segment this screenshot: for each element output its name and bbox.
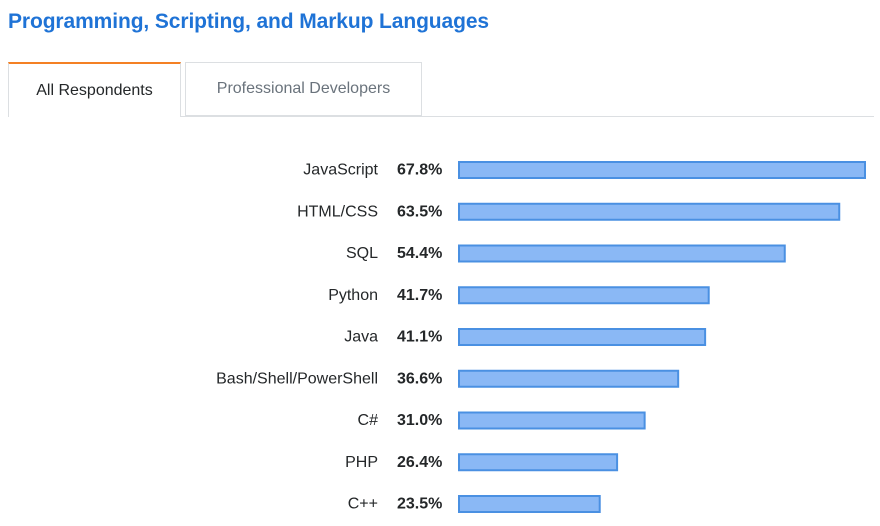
value-label-bash-shell-powershell: 36.6% bbox=[397, 370, 442, 387]
tab-all-respondents[interactable]: All Respondents bbox=[8, 62, 181, 117]
bar-cplusplus[interactable] bbox=[458, 495, 601, 513]
category-label-sql: SQL bbox=[346, 245, 378, 262]
category-label-python: Python bbox=[328, 287, 378, 304]
page-title: Programming, Scripting, and Markup Langu… bbox=[8, 10, 489, 33]
category-label-javascript: JavaScript bbox=[303, 162, 378, 179]
bar-java[interactable] bbox=[458, 328, 707, 346]
languages-chart: JavaScript 67.8% HTML/CSS 63.5% SQL 54.4% Pyth… bbox=[0, 150, 880, 526]
value-label-java: 41.1% bbox=[397, 329, 442, 346]
bar-sql[interactable] bbox=[458, 244, 786, 263]
value-label-php: 26.4% bbox=[397, 454, 442, 471]
value-label-javascript: 67.8% bbox=[397, 162, 442, 179]
category-label-csharp: C# bbox=[358, 412, 379, 429]
category-label-cplusplus: C++ bbox=[348, 496, 378, 513]
value-label-csharp: 31.0% bbox=[397, 412, 442, 429]
bar-html-css[interactable] bbox=[458, 202, 841, 221]
value-label-sql: 54.4% bbox=[397, 245, 442, 262]
category-label-html-css: HTML/CSS bbox=[297, 203, 378, 220]
bar-bash-shell-powershell[interactable] bbox=[458, 369, 680, 388]
tabs-divider bbox=[181, 116, 874, 117]
respondent-tabs: All Respondents Professional Developers bbox=[8, 62, 874, 117]
value-label-html-css: 63.5% bbox=[397, 203, 442, 220]
category-label-php: PHP bbox=[345, 454, 378, 471]
bar-csharp[interactable] bbox=[458, 411, 646, 430]
category-label-bash-shell-powershell: Bash/Shell/PowerShell bbox=[216, 370, 378, 387]
value-label-cplusplus: 23.5% bbox=[397, 496, 442, 513]
bar-php[interactable] bbox=[458, 453, 619, 472]
tab-professional-developers[interactable]: Professional Developers bbox=[185, 62, 422, 116]
bar-javascript[interactable] bbox=[458, 161, 866, 179]
chart-canvas: JavaScript 67.8% HTML/CSS 63.5% SQL 54.4% Pyth… bbox=[216, 161, 866, 513]
category-label-java: Java bbox=[344, 329, 378, 346]
value-label-python: 41.7% bbox=[397, 287, 442, 304]
bar-python[interactable] bbox=[458, 286, 710, 305]
